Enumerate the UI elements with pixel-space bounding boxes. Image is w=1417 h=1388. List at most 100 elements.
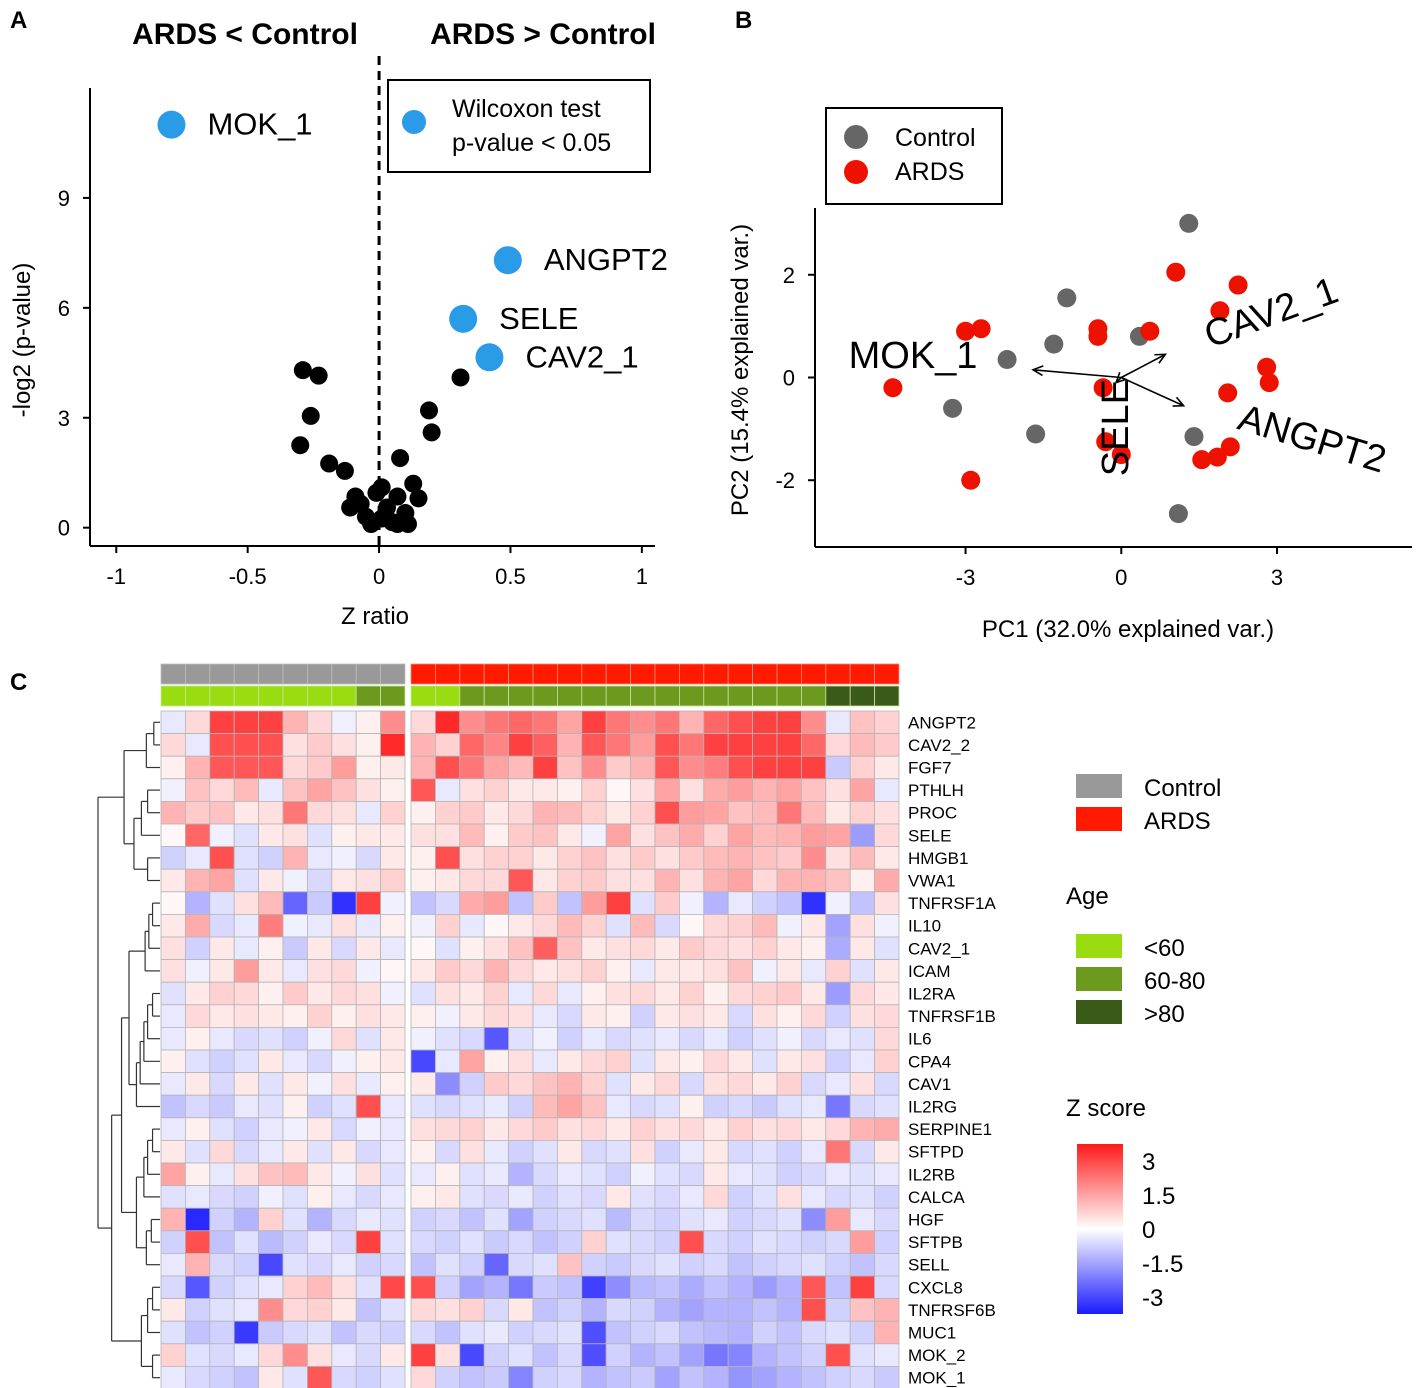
pca-y-tick-label: 2	[783, 263, 795, 288]
heatmap-cell	[654, 823, 680, 848]
heatmap-cell	[557, 823, 583, 848]
heatmap-cell	[160, 914, 186, 938]
heatmap-cell	[184, 846, 211, 870]
heatmap-cell	[581, 891, 607, 915]
volcano-plot: ARDS < Control ARDS > Control 0 3 6 9 -1 -0.5…	[9, 18, 668, 630]
volcano-point	[293, 361, 312, 380]
pca-ards-point	[1093, 378, 1113, 398]
heatmap-cell	[532, 1253, 558, 1277]
heatmap-cell	[508, 733, 534, 757]
heatmap-cell	[282, 1253, 308, 1277]
heatmap-cell	[306, 778, 333, 802]
heatmap-cell	[282, 1343, 308, 1367]
heatmap-cell	[331, 1049, 357, 1074]
heatmap-cell	[679, 1275, 705, 1300]
heatmap-cell	[776, 1230, 802, 1254]
gene-label: MUC1	[908, 1324, 956, 1343]
heatmap-cell	[410, 936, 436, 961]
heatmap-cell	[483, 846, 510, 870]
heatmap-cell	[849, 1049, 876, 1074]
age-annotation-cell	[410, 685, 436, 707]
heatmap-cell	[233, 1140, 259, 1164]
heatmap-cell	[630, 846, 656, 870]
condition-annotation-cell	[160, 663, 186, 685]
heatmap-cell	[483, 778, 510, 802]
heatmap: ANGPT2 CAV2_2 FGF7 PTHLH PROC SELE HMGB1 VWA1 TN…	[97, 663, 1221, 1388]
heatmap-cell	[306, 936, 333, 961]
header-left: ARDS < Control	[132, 18, 358, 51]
heatmap-cell	[160, 936, 186, 961]
heatmap-cell	[727, 891, 754, 915]
heatmap-cell	[410, 755, 436, 780]
heatmap-cell	[160, 846, 186, 870]
heatmap-cell	[282, 914, 308, 938]
heatmap-cell	[160, 981, 186, 1006]
heatmap-cell	[508, 823, 534, 848]
heatmap-cell	[849, 1343, 876, 1367]
heatmap-cell	[508, 1275, 534, 1300]
heatmap-cell	[355, 1298, 382, 1322]
heatmap-cell	[874, 1207, 900, 1232]
heatmap-cell	[630, 1094, 656, 1119]
heatmap-cell	[679, 733, 705, 757]
heatmap-cell	[874, 868, 900, 893]
age-annotation-cell	[306, 685, 333, 707]
heatmap-cell	[306, 755, 333, 780]
heatmap-cell	[776, 1162, 802, 1187]
heatmap-cell	[581, 1004, 607, 1028]
heatmap-cell	[483, 959, 510, 983]
heatmap-cell	[557, 778, 583, 802]
heatmap-cell	[306, 1185, 333, 1209]
pca-arrow-head	[1154, 353, 1168, 364]
heatmap-cell	[825, 1004, 851, 1028]
pca-legend-control: Control	[895, 124, 976, 152]
heatmap-cell	[355, 914, 382, 938]
heatmap-cell	[727, 981, 754, 1006]
heatmap-cell	[679, 1117, 705, 1141]
heatmap-cell	[233, 891, 259, 915]
heatmap-cell	[630, 1162, 656, 1187]
heatmap-cell	[459, 823, 485, 848]
heatmap-cell	[233, 823, 259, 848]
condition-annotation-cell	[654, 663, 680, 685]
heatmap-cell	[306, 891, 333, 915]
gene-label: CAV2_2	[908, 736, 970, 755]
heatmap-cell	[727, 1117, 754, 1141]
age-annotation-cell	[532, 685, 558, 707]
pca-ylabel: PC2 (15.4% explained var.)	[727, 224, 754, 516]
condition-annotation-cell	[557, 663, 583, 685]
heatmap-cell	[434, 959, 461, 983]
heatmap-cell	[581, 778, 607, 802]
heatmap-cell	[282, 868, 308, 893]
heatmap-cell	[825, 1162, 851, 1187]
heatmap-cell	[825, 823, 851, 848]
heatmap-cell	[160, 1094, 186, 1119]
gene-label: SFTPD	[908, 1143, 964, 1162]
heatmap-cell	[233, 1162, 259, 1187]
heatmap-cell	[410, 914, 436, 938]
heatmap-cell	[630, 733, 656, 757]
pca-ards-point	[1257, 357, 1277, 377]
heatmap-cell	[532, 1162, 558, 1187]
heatmap-cell	[752, 1162, 778, 1187]
heatmap-cell	[160, 1185, 186, 1209]
heatmap-cell	[727, 1027, 754, 1051]
pca-ards-point	[1220, 437, 1240, 457]
pca-ards-point	[1207, 447, 1227, 467]
heatmap-cell	[380, 1366, 406, 1388]
heatmap-cell	[605, 778, 632, 802]
heatmap-cell	[233, 846, 259, 870]
heatmap-cell	[825, 981, 851, 1006]
heatmap-cell	[654, 1185, 680, 1209]
heatmap-cell	[752, 846, 778, 870]
heatmap-cell	[184, 1049, 211, 1074]
heatmap-cell	[184, 891, 211, 915]
heatmap-cell	[459, 1004, 485, 1028]
heatmap-cell	[654, 1072, 680, 1096]
heatmap-cell	[355, 1343, 382, 1367]
heatmap-cell	[679, 801, 705, 825]
heatmap-cell	[483, 1004, 510, 1028]
heatmap-cell	[703, 1185, 729, 1209]
pca-control-point	[1179, 213, 1199, 233]
age-annotation-cell	[825, 685, 851, 707]
